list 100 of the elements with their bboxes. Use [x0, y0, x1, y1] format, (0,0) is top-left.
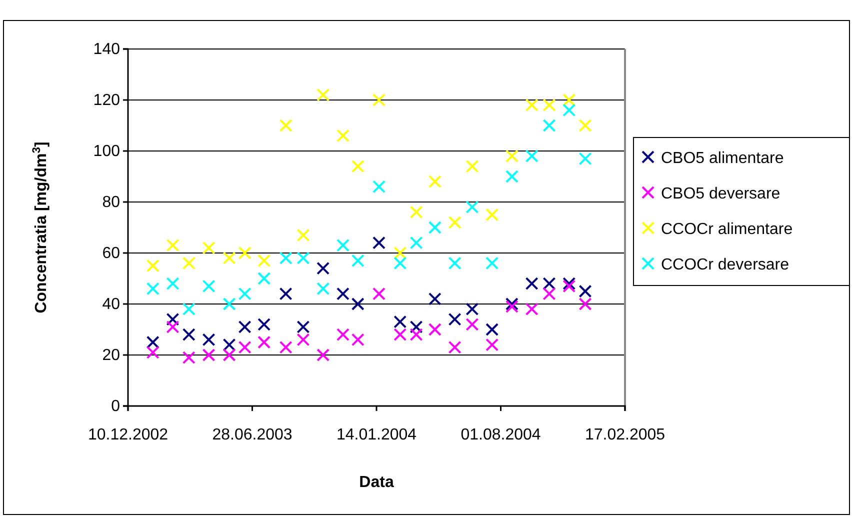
point [182, 351, 196, 364]
x-axis-title: Data [359, 474, 394, 491]
point [466, 302, 479, 316]
point [562, 280, 576, 293]
point [336, 129, 350, 142]
point [258, 272, 271, 285]
point [505, 298, 518, 310]
point [146, 346, 160, 359]
point [279, 340, 292, 354]
point [202, 333, 216, 346]
point [351, 254, 364, 268]
point [486, 256, 499, 270]
point [486, 208, 499, 222]
point [146, 259, 160, 272]
point [578, 298, 592, 310]
point [238, 246, 252, 260]
point [466, 200, 479, 214]
point [182, 256, 196, 270]
point [279, 119, 292, 132]
point [542, 287, 556, 300]
point [505, 170, 518, 183]
point [296, 252, 310, 265]
point [146, 336, 160, 349]
point [428, 292, 442, 306]
point [410, 206, 423, 219]
point [448, 216, 462, 229]
point [316, 262, 330, 275]
y-tick-label: 60 [102, 245, 120, 262]
point [466, 318, 479, 331]
point [525, 150, 538, 163]
point [410, 328, 423, 342]
point [202, 348, 216, 362]
point [258, 318, 271, 331]
point [410, 320, 423, 334]
point [428, 221, 442, 234]
y-tick-label: 140 [93, 41, 120, 58]
point [466, 160, 479, 173]
y-tick-label: 40 [102, 296, 120, 314]
point [542, 119, 556, 132]
point [505, 300, 518, 314]
point [296, 228, 310, 242]
point [448, 312, 462, 326]
point [222, 252, 236, 265]
point [525, 277, 538, 290]
x-tick-label: 17.02.2005 [584, 426, 666, 444]
point [166, 277, 180, 290]
point [351, 298, 364, 310]
point [542, 98, 556, 112]
x-tick-label: 14.01.2004 [336, 426, 417, 444]
point [258, 254, 271, 268]
point [578, 152, 592, 166]
point [336, 238, 350, 252]
point [486, 323, 499, 336]
point [525, 302, 538, 316]
point [448, 256, 462, 270]
point [222, 298, 236, 310]
point [578, 119, 592, 132]
point [222, 348, 236, 362]
point [562, 104, 576, 117]
y-tick-label: 0 [111, 398, 120, 416]
point [238, 287, 252, 300]
point [238, 340, 252, 354]
y-tick-label: 120 [93, 92, 120, 110]
point [166, 320, 180, 334]
point [372, 180, 386, 194]
point [316, 282, 330, 296]
point [394, 256, 407, 270]
point [279, 252, 292, 265]
point [351, 333, 364, 346]
x-tick-label: 01.08.2004 [460, 426, 541, 444]
point [296, 333, 310, 346]
point [372, 287, 386, 300]
point [394, 315, 407, 328]
point [448, 340, 462, 354]
point [166, 312, 180, 326]
point [316, 88, 330, 102]
point [182, 328, 196, 342]
point [146, 282, 160, 296]
point [525, 98, 538, 112]
point [296, 320, 310, 334]
point [562, 94, 576, 106]
point [202, 241, 216, 254]
y-tick-label: 80 [102, 194, 120, 212]
point [258, 336, 271, 349]
point [222, 338, 236, 352]
point [238, 320, 252, 334]
legend-label: CBO5 deversare [661, 186, 780, 202]
legend-label: CCOCr deversare [661, 256, 790, 274]
point [428, 175, 442, 188]
point [542, 277, 556, 290]
point [336, 287, 350, 300]
point [372, 236, 386, 250]
point [428, 323, 442, 336]
point [166, 238, 180, 252]
legend-label: CCOCr alimentare [661, 221, 793, 238]
x-tick-label: 10.12.2002 [88, 426, 168, 444]
point [202, 280, 216, 293]
point [486, 338, 499, 352]
point [394, 246, 407, 260]
y-tick-label: 100 [93, 143, 120, 160]
